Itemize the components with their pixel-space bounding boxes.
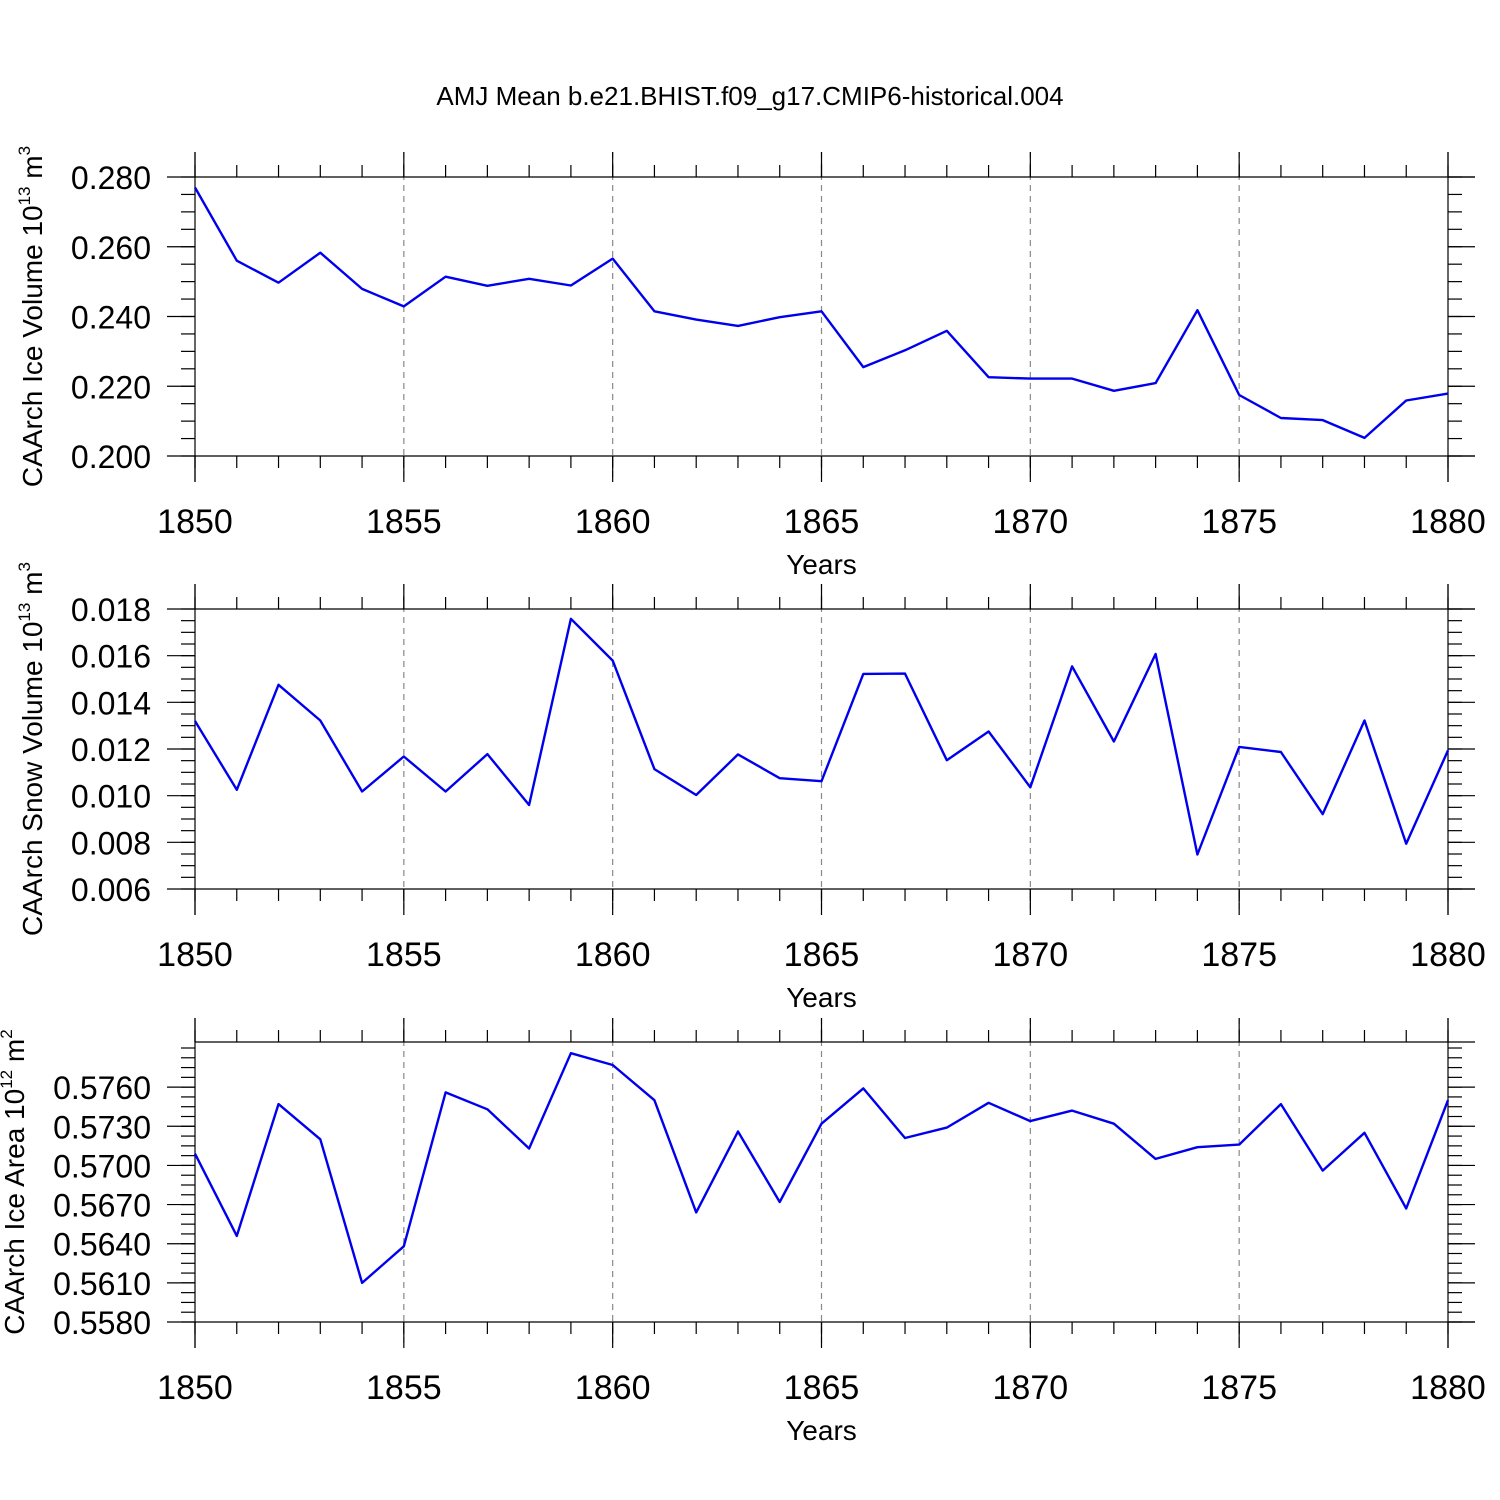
x-tick-label: 1850 — [157, 936, 233, 974]
y-tick-label: 0.5700 — [53, 1148, 151, 1184]
x-tick-label: 1875 — [1201, 936, 1277, 974]
y-tick-label: 0.008 — [71, 825, 151, 861]
x-tick-label: 1870 — [993, 936, 1069, 974]
x-tick-label: 1855 — [366, 503, 442, 541]
x-tick-label: 1865 — [784, 503, 860, 541]
x-tick-label: 1860 — [575, 1369, 651, 1407]
x-axis-label: Years — [786, 982, 857, 1013]
y-tick-label: 0.5610 — [53, 1266, 151, 1302]
y-tick-label: 0.006 — [71, 872, 151, 908]
x-tick-label: 1880 — [1410, 1369, 1486, 1407]
y-tick-label: 0.280 — [71, 160, 151, 196]
y-tick-label: 0.5730 — [53, 1109, 151, 1145]
x-tick-label: 1850 — [157, 1369, 233, 1407]
x-tick-label: 1860 — [575, 503, 651, 541]
x-tick-label: 1870 — [993, 503, 1069, 541]
x-tick-label: 1865 — [784, 936, 860, 974]
x-tick-label: 1855 — [366, 936, 442, 974]
x-axis-label: Years — [786, 1415, 857, 1446]
chart-panel-2: 1850 1855 1860 1865 1870 1875 1880 0.006 0.008 0.… — [15, 562, 1486, 1013]
y-tick-label: 0.260 — [71, 230, 151, 266]
x-tick-label: 1880 — [1410, 503, 1486, 541]
x-tick-label: 1875 — [1201, 1369, 1277, 1407]
chart-panels: 1850 1855 1860 1865 1870 1875 1880 0.200 0.220 0.… — [0, 146, 1486, 1446]
y-tick-label: 0.010 — [71, 779, 151, 815]
x-tick-label: 1860 — [575, 936, 651, 974]
y-axis-label: CAArch Ice Area 1012 m2 — [0, 1029, 30, 1334]
y-tick-label: 0.016 — [71, 639, 151, 675]
y-tick-label: 0.5640 — [53, 1227, 151, 1263]
series-line — [193, 186, 1449, 440]
y-tick-label: 0.5580 — [53, 1305, 151, 1341]
x-tick-label: 1855 — [366, 1369, 442, 1407]
series-line — [193, 1051, 1450, 1285]
y-tick-label: 0.012 — [71, 732, 151, 768]
series-line — [193, 617, 1450, 856]
x-tick-label: 1850 — [157, 503, 233, 541]
x-tick-label: 1875 — [1201, 503, 1277, 541]
x-axis-label: Years — [786, 549, 857, 580]
y-tick-label: 0.5670 — [53, 1188, 151, 1224]
y-axis-label: CAArch Snow Volume 1013 m3 — [15, 562, 48, 936]
x-tick-label: 1870 — [993, 1369, 1069, 1407]
figure-title: AMJ Mean b.e21.BHIST.f09_g17.CMIP6-histo… — [436, 81, 1063, 111]
y-tick-label: 0.5760 — [53, 1070, 151, 1106]
y-tick-label: 0.014 — [71, 685, 151, 721]
y-tick-label: 0.220 — [71, 369, 151, 405]
y-tick-label: 0.200 — [71, 439, 151, 475]
y-axis-label: CAArch Ice Volume 1013 m3 — [15, 146, 48, 487]
y-tick-label: 0.240 — [71, 300, 151, 336]
y-tick-label: 0.018 — [71, 592, 151, 628]
x-tick-label: 1865 — [784, 1369, 860, 1407]
chart-panel-1: 1850 1855 1860 1865 1870 1875 1880 0.200 0.220 0.… — [15, 146, 1486, 580]
x-tick-label: 1880 — [1410, 936, 1486, 974]
chart-panel-3: 1850 1855 1860 1865 1870 1875 1880 0.55800.5610… — [0, 1018, 1486, 1446]
